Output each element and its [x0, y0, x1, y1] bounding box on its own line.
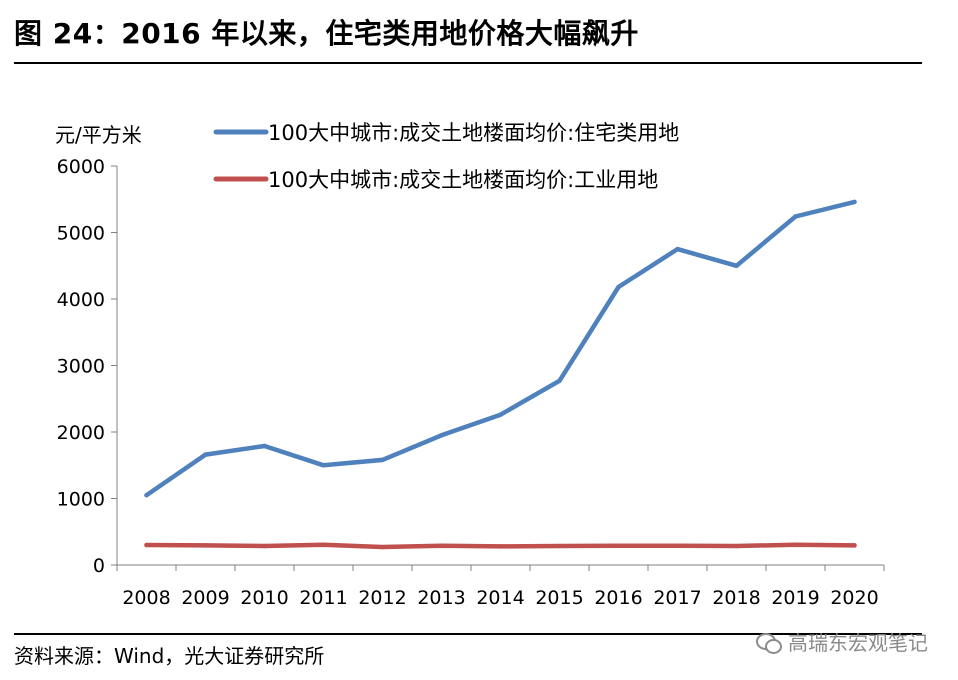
- title-divider: [14, 62, 922, 64]
- data-point: [852, 199, 857, 205]
- y-tick-label: 6000: [57, 156, 105, 178]
- source-divider: [14, 633, 922, 635]
- data-point: [203, 452, 208, 457]
- y-tick-label: 2000: [57, 422, 105, 444]
- data-point: [498, 412, 503, 417]
- data-point: [793, 214, 798, 219]
- y-tick-label: 1000: [57, 489, 105, 511]
- x-tick-label: 2018: [712, 587, 760, 609]
- y-tick-label: 0: [93, 555, 105, 577]
- legend-label: 100大中城市:成交土地楼面均价:工业用地: [268, 168, 658, 192]
- x-tick-label: 2008: [122, 587, 170, 609]
- series-line-residential: [144, 199, 857, 498]
- x-tick-label: 2019: [771, 587, 819, 609]
- legend: 100大中城市:成交土地楼面均价:住宅类用地 100大中城市:成交土地楼面均价:工…: [213, 121, 679, 192]
- data-point: [262, 443, 267, 449]
- data-point: [675, 246, 680, 252]
- series-layer: [144, 199, 857, 550]
- y-axis-label: 元/平方米: [55, 123, 142, 147]
- y-tick-label: 3000: [57, 356, 105, 378]
- x-tick-label: 2015: [535, 587, 583, 609]
- data-point: [616, 284, 621, 290]
- data-point: [144, 542, 149, 548]
- x-tick-label: 2016: [594, 587, 642, 609]
- data-point: [734, 543, 739, 549]
- data-point: [852, 543, 857, 548]
- legend-label: 100大中城市:成交土地楼面均价:住宅类用地: [268, 121, 679, 145]
- data-point: [144, 492, 149, 498]
- data-point: [616, 543, 621, 548]
- data-point: [734, 263, 739, 268]
- x-tick-label: 2011: [299, 587, 347, 609]
- page-title: 图 24：2016 年以来，住宅类用地价格大幅飙升: [14, 17, 639, 50]
- x-axis: 2008 2009 2010 2011 2012 2013 2014 2015 2016 2017…: [116, 564, 885, 609]
- x-tick-label: 2009: [181, 587, 229, 609]
- y-axis: 0 1000 2000 3000 4000 5000 6000: [57, 156, 118, 577]
- data-point: [793, 542, 798, 547]
- data-point: [557, 543, 562, 549]
- data-point: [321, 463, 326, 468]
- data-point: [557, 378, 562, 383]
- data-point: [498, 544, 503, 549]
- data-point: [321, 542, 326, 547]
- x-tick-label: 2017: [653, 587, 701, 609]
- data-point: [203, 543, 208, 548]
- data-point: [380, 544, 385, 550]
- data-point: [675, 543, 680, 548]
- x-tick-label: 2014: [476, 587, 524, 609]
- y-tick-label: 4000: [57, 289, 105, 311]
- data-point: [262, 543, 267, 549]
- source-note: 资料来源：Wind，光大证券研究所: [14, 644, 325, 668]
- data-point: [380, 457, 385, 463]
- watermark-text: 高瑞东宏观笔记: [788, 631, 928, 655]
- y-tick-label: 5000: [57, 223, 105, 245]
- wechat-icon: [756, 631, 782, 654]
- x-tick-label: 2013: [417, 587, 465, 609]
- watermark: 高瑞东宏观笔记: [756, 627, 928, 656]
- data-point: [439, 433, 444, 438]
- data-point: [439, 543, 444, 548]
- x-tick-label: 2010: [240, 587, 288, 609]
- x-tick-label: 2012: [358, 587, 406, 609]
- x-tick-label: 2020: [830, 587, 878, 609]
